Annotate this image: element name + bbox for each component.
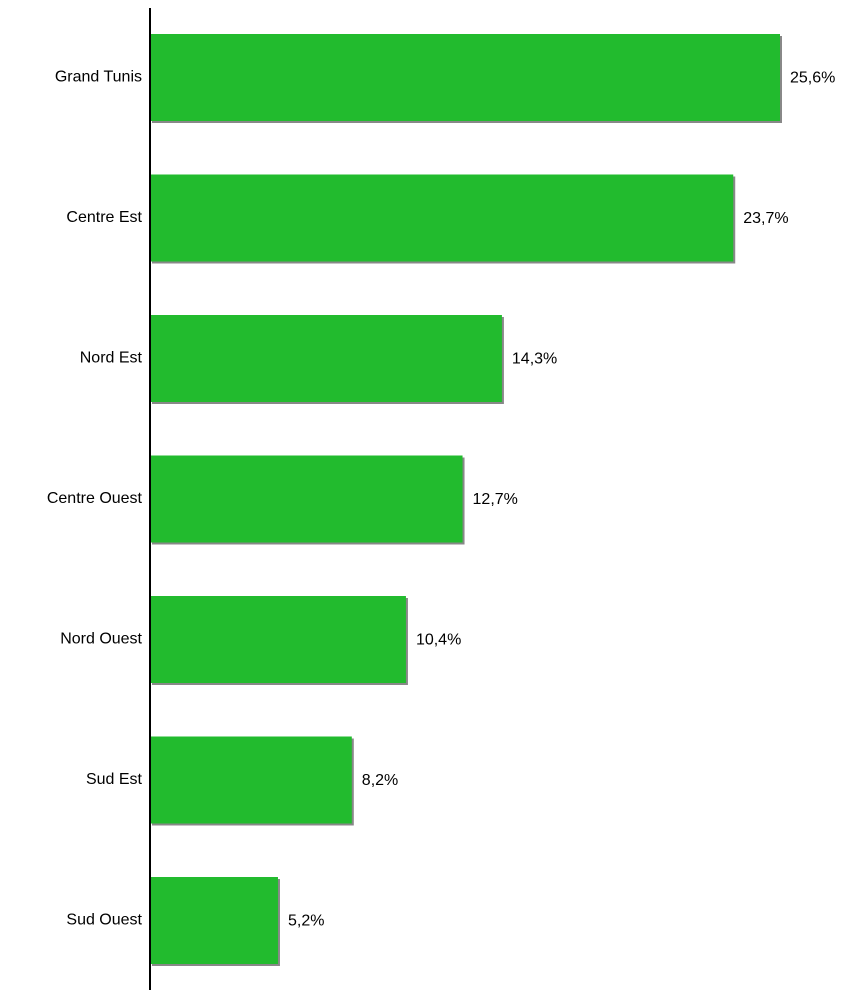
value-label: 23,7%: [743, 210, 788, 227]
value-label: 5,2%: [288, 913, 324, 930]
bar: [150, 877, 278, 964]
category-label: Nord Est: [80, 350, 143, 367]
category-label: Grand Tunis: [55, 69, 142, 86]
bar: [150, 34, 780, 121]
bar: [150, 315, 502, 402]
category-label: Sud Est: [86, 771, 143, 788]
category-label: Centre Est: [66, 209, 142, 226]
labels-layer: Grand Tunis 25,6% Centre Est 23,7% Nord Est 1…: [47, 69, 836, 930]
bars-layer: [150, 34, 782, 966]
category-label: Centre Ouest: [47, 490, 143, 507]
category-label: Sud Ouest: [66, 912, 142, 929]
bar: [150, 174, 734, 262]
bar: [150, 455, 463, 543]
value-label: 14,3%: [512, 351, 557, 368]
bar: [150, 736, 352, 824]
value-label: 12,7%: [473, 491, 518, 508]
bar: [150, 596, 406, 683]
value-label: 10,4%: [416, 632, 461, 649]
category-label: Nord Ouest: [60, 631, 142, 648]
value-label: 8,2%: [362, 772, 398, 789]
value-label: 25,6%: [790, 70, 835, 87]
